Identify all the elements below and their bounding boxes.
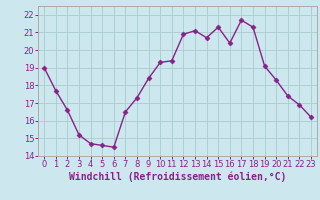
X-axis label: Windchill (Refroidissement éolien,°C): Windchill (Refroidissement éolien,°C)	[69, 172, 286, 182]
